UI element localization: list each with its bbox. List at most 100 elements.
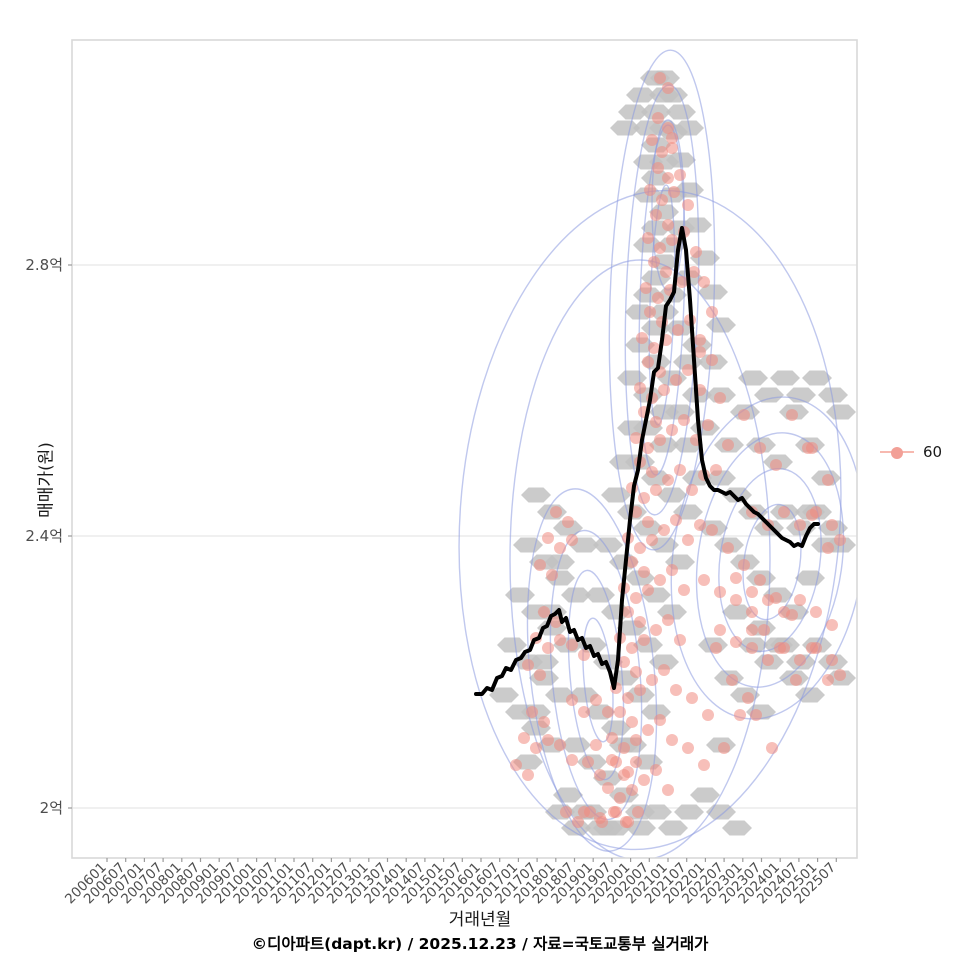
scatter-point xyxy=(566,534,578,546)
scatter-point xyxy=(666,234,678,246)
density-contour xyxy=(608,49,716,551)
scatter-point xyxy=(662,122,674,134)
scatter-point xyxy=(642,516,654,528)
scatter-point xyxy=(746,586,758,598)
scatter-point xyxy=(654,72,666,84)
hexbin-cell xyxy=(610,120,640,136)
scatter-point xyxy=(666,132,678,144)
scatter-point xyxy=(654,242,666,254)
scatter-point xyxy=(658,384,670,396)
scatter-point xyxy=(822,474,834,486)
scatter-point xyxy=(650,764,662,776)
scatter-point xyxy=(582,756,594,768)
scatter-point xyxy=(644,306,656,318)
scatter-point xyxy=(646,674,658,686)
scatter-point xyxy=(738,559,750,571)
scatter-point xyxy=(618,769,630,781)
scatter-point xyxy=(826,619,838,631)
hexbin-cell xyxy=(626,87,656,103)
scatter-point xyxy=(670,374,682,386)
scatter-point xyxy=(662,219,674,231)
scatter-point xyxy=(662,172,674,184)
scatter-point xyxy=(634,616,646,628)
scatter-point xyxy=(754,574,766,586)
trend-line-layer xyxy=(474,226,820,696)
x-axis-title: 거래년월 xyxy=(448,910,512,930)
scatter-point xyxy=(644,184,656,196)
hexbin-cell xyxy=(521,487,551,503)
scatter-point xyxy=(794,654,806,666)
scatter-point xyxy=(662,784,674,796)
scatter-point xyxy=(630,432,642,444)
scatter-point xyxy=(660,266,672,278)
scatter-point xyxy=(642,356,654,368)
scatter-point xyxy=(834,534,846,546)
scatter-point xyxy=(554,634,566,646)
scatter-point xyxy=(718,742,730,754)
scatter-point xyxy=(754,442,766,454)
y-axis-title: 매매가(원) xyxy=(36,442,57,518)
scatter-point xyxy=(702,709,714,721)
scatter-point xyxy=(614,706,626,718)
scatter-point xyxy=(646,466,658,478)
scatter-point xyxy=(750,709,762,721)
scatter-point xyxy=(534,559,546,571)
scatter-point xyxy=(542,734,554,746)
hexbin-cell xyxy=(617,420,647,436)
hexbin-cell xyxy=(722,604,752,620)
scatter-point xyxy=(638,774,650,786)
scatter-point xyxy=(810,506,822,518)
hexbin-cell xyxy=(618,104,648,120)
scatter-point xyxy=(714,392,726,404)
scatter-point xyxy=(590,739,602,751)
scatter-point xyxy=(614,792,626,804)
scatter-point xyxy=(794,519,806,531)
scatter-point xyxy=(652,112,664,124)
legend-label-60: 60 xyxy=(923,443,943,461)
scatter-point xyxy=(738,409,750,421)
scatter-point xyxy=(622,692,634,704)
scatter-point xyxy=(626,642,638,654)
hexbin-cell xyxy=(698,284,728,300)
density-contour xyxy=(670,396,857,720)
hexbin-cell xyxy=(770,370,800,386)
scatter-point xyxy=(560,806,572,818)
scatter-point xyxy=(538,606,550,618)
scatter-point xyxy=(688,266,700,278)
y-axis-ticks: 2억 2.4억 2.8억 xyxy=(25,256,72,817)
scatter-point xyxy=(666,734,678,746)
scatter-point xyxy=(554,739,566,751)
scatter-point xyxy=(762,594,774,606)
scatter-point xyxy=(656,194,668,206)
scatter-point xyxy=(676,276,688,288)
scatter-point xyxy=(746,642,758,654)
hexbin-cell xyxy=(513,537,543,553)
scatter-point xyxy=(566,694,578,706)
chart-caption: ©디아파트(dapt.kr) / 2025.12.23 / 자료=국토교통부 실… xyxy=(251,935,709,953)
scatter-point xyxy=(632,806,644,818)
scatter-point xyxy=(670,514,682,526)
scatter-point xyxy=(594,769,606,781)
scatter-point xyxy=(698,574,710,586)
hexbin-cell xyxy=(593,537,623,553)
scatter-point xyxy=(730,636,742,648)
y-tick-label-0: 2억 xyxy=(40,799,63,817)
scatter-point xyxy=(678,584,690,596)
hexbin-cell xyxy=(666,104,696,120)
scatter-point xyxy=(626,556,638,568)
hexbin-cell xyxy=(690,787,720,803)
scatter-point xyxy=(746,606,758,618)
scatter-point xyxy=(698,276,710,288)
density-contour xyxy=(509,259,771,858)
scatter-point xyxy=(710,464,722,476)
scatter-point xyxy=(648,342,660,354)
scatter-point xyxy=(650,209,662,221)
scatter-point xyxy=(618,742,630,754)
scatter-point xyxy=(646,134,658,146)
scatter-point xyxy=(636,332,648,344)
density-contour xyxy=(526,488,658,852)
scatter-point xyxy=(666,142,678,154)
scatter-point xyxy=(682,742,694,754)
density-contour xyxy=(695,432,845,688)
